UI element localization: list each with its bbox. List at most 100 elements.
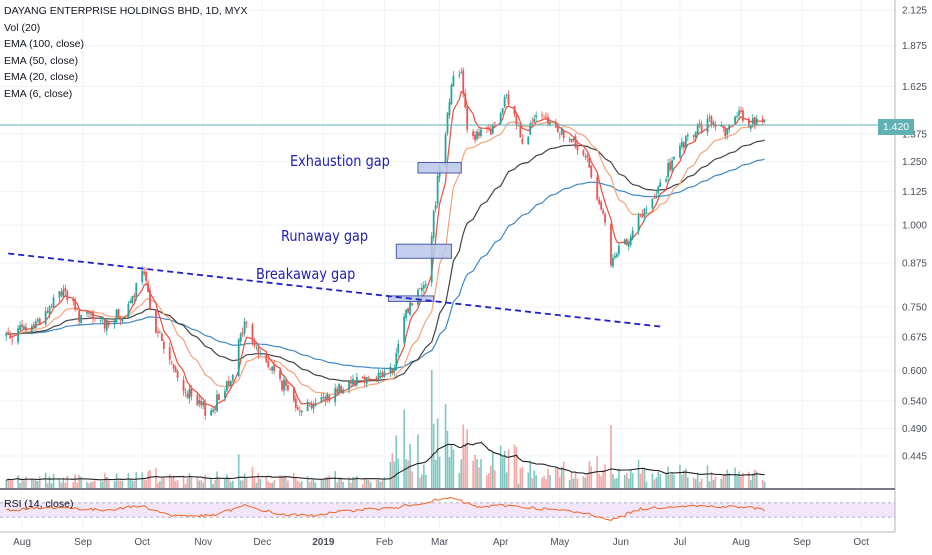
- candle-body: [432, 210, 435, 238]
- candle-body: [543, 117, 545, 118]
- volume-bar: [521, 466, 524, 488]
- rsi-label[interactable]: RSI (14, close): [4, 498, 74, 510]
- y-tick-label: 2.125: [902, 6, 927, 17]
- legend-ema100[interactable]: EMA (100, close): [4, 38, 84, 50]
- volume-bar: [350, 482, 352, 488]
- candle-body: [38, 318, 41, 325]
- y-tick-label: 0.675: [902, 333, 927, 344]
- candle-body: [391, 368, 394, 374]
- candle-body: [101, 317, 104, 320]
- legend-volume[interactable]: Vol (20): [4, 21, 41, 34]
- candle-body: [696, 125, 699, 135]
- volume-bar: [464, 443, 467, 488]
- volume-bar: [557, 468, 559, 488]
- volume-bar: [491, 452, 494, 488]
- volume-bar: [681, 474, 683, 488]
- legend-ema6[interactable]: EMA (6, close): [4, 87, 73, 100]
- volume-bar: [226, 474, 228, 488]
- candle-body: [521, 138, 524, 144]
- volume-bar: [279, 475, 281, 488]
- candle-body: [243, 321, 246, 334]
- candle-body: [612, 257, 614, 267]
- volume-bar: [724, 474, 727, 488]
- candle-body: [434, 205, 437, 210]
- candle-body: [145, 272, 148, 281]
- candle-body: [66, 291, 69, 301]
- candle-body: [273, 364, 276, 371]
- volume-bar: [657, 471, 660, 488]
- volume-bar: [228, 478, 230, 488]
- volume-bar: [46, 483, 49, 488]
- candle-body: [393, 368, 396, 372]
- candle-body: [76, 308, 79, 310]
- candle-body: [645, 209, 648, 211]
- y-tick-label: 0.490: [902, 424, 927, 435]
- volume-bar: [103, 472, 106, 488]
- candle-body: [218, 394, 220, 401]
- candle-body: [36, 319, 39, 322]
- candle-body: [117, 309, 120, 317]
- candle-body: [310, 403, 313, 409]
- candle-body: [176, 371, 179, 379]
- candle-body: [32, 324, 35, 328]
- candle-body: [216, 394, 218, 412]
- candle-body: [170, 361, 173, 363]
- volume-bar: [214, 479, 216, 488]
- candle-body: [629, 236, 632, 245]
- volume-bar: [543, 475, 545, 488]
- candle-body: [62, 289, 65, 298]
- candle-body: [60, 291, 63, 296]
- candle-body: [669, 161, 671, 171]
- candle-body: [420, 287, 423, 291]
- candle-body: [113, 320, 116, 325]
- candle-body: [586, 155, 589, 158]
- candle-body: [155, 310, 157, 333]
- candle-body: [755, 118, 758, 125]
- candle-body: [19, 325, 21, 331]
- candle-body: [46, 310, 49, 313]
- candle-body: [162, 341, 165, 349]
- candle-body: [80, 315, 82, 323]
- volume-bar: [391, 453, 394, 488]
- volume-bar: [88, 483, 90, 488]
- candlesticks: [5, 67, 766, 421]
- candle-body: [285, 380, 287, 386]
- legend-ema20[interactable]: EMA (20, close): [4, 71, 79, 83]
- candle-body: [186, 393, 189, 398]
- candle-body: [501, 108, 504, 113]
- volume-bar: [572, 478, 575, 488]
- volume-bar: [582, 476, 585, 488]
- candle-body: [229, 380, 232, 387]
- volume-bar: [558, 476, 561, 488]
- volume-bar: [377, 479, 380, 488]
- volume-bar: [230, 482, 232, 488]
- candle-body: [639, 213, 642, 215]
- volume-bar: [348, 477, 350, 488]
- candle-body: [172, 364, 175, 369]
- candle-body: [736, 115, 738, 117]
- candle-body: [747, 118, 750, 127]
- candle-body: [314, 402, 317, 406]
- candle-body: [361, 376, 364, 379]
- volume-bar: [363, 477, 366, 488]
- volume-bar: [245, 478, 248, 488]
- breakaway-gap-label: Breakaway gap: [256, 265, 356, 283]
- legend-title[interactable]: DAYANG ENTERPRISE HOLDINGS BHD, 1D, MYX: [4, 5, 248, 17]
- candle-body: [424, 284, 427, 286]
- volume-bar: [300, 481, 303, 488]
- volume-bar: [568, 479, 571, 488]
- candle-body: [354, 380, 356, 387]
- volume-bar: [44, 472, 47, 488]
- volume-bar: [308, 482, 311, 488]
- candle-body: [665, 179, 668, 182]
- candle-body: [562, 129, 565, 139]
- volume-bar: [141, 472, 143, 488]
- volume-bar: [714, 476, 717, 488]
- legend-ema50[interactable]: EMA (50, close): [4, 54, 79, 67]
- candle-body: [641, 214, 644, 218]
- volume-bar: [712, 480, 715, 488]
- candle-body: [363, 377, 366, 383]
- candle-body: [679, 145, 681, 158]
